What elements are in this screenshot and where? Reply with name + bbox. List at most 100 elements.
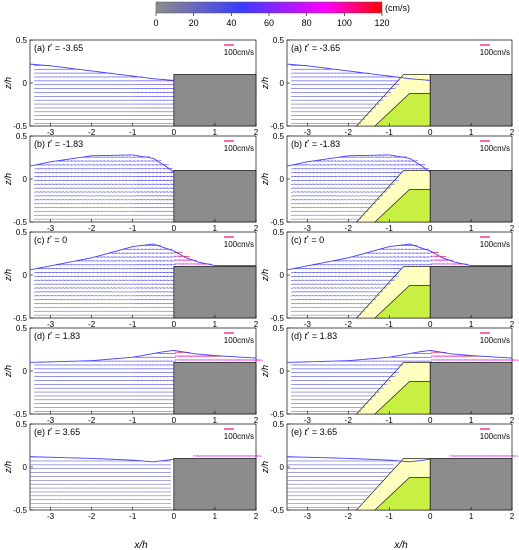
velocity-vector	[394, 168, 400, 170]
velocity-vector	[93, 283, 98, 285]
velocity-vector	[126, 295, 131, 297]
velocity-vector	[122, 291, 127, 293]
velocity-vector	[342, 264, 348, 266]
velocity-vector	[291, 271, 296, 274]
velocity-vector	[379, 191, 384, 193]
velocity-vector	[122, 271, 128, 274]
velocity-vector	[152, 260, 158, 262]
velocity-vector	[67, 302, 72, 305]
velocity-vector	[394, 275, 399, 278]
velocity-vector	[111, 164, 117, 166]
velocity-vector	[159, 210, 164, 212]
velocity-vector	[372, 299, 376, 301]
velocity-vector	[357, 199, 362, 201]
velocity-vector	[45, 275, 50, 278]
velocity-vector	[349, 206, 354, 209]
y-tick-label: 0	[23, 79, 28, 88]
velocity-vector	[96, 268, 102, 270]
velocity-vector	[56, 168, 61, 170]
velocity-vector	[379, 175, 384, 178]
velocity-vector	[368, 187, 373, 189]
velocity-vector	[316, 283, 322, 285]
velocity-vector	[163, 199, 168, 201]
velocity-vector	[335, 203, 340, 205]
velocity-vector	[167, 295, 172, 297]
velocity-vector	[156, 314, 160, 316]
velocity-vector	[130, 310, 134, 312]
velocity-vector	[130, 218, 134, 220]
velocity-vector	[148, 195, 153, 197]
velocity-vector	[45, 314, 49, 316]
velocity-vector	[159, 264, 165, 266]
velocity-vector	[309, 175, 314, 178]
velocity-vector	[145, 171, 150, 174]
velocity-vector	[331, 314, 336, 316]
velocity-vector	[56, 199, 61, 201]
velocity-vector	[100, 203, 105, 205]
chart-panel-left-a: 0.50-0.5z/h-3 -2 -1 0 1 2(a) t* = -3.65 100cm/…	[3, 36, 259, 137]
velocity-vector	[335, 195, 340, 197]
velocity-vector	[375, 187, 380, 189]
velocity-vector	[309, 172, 314, 174]
velocity-vector	[34, 179, 39, 182]
velocity-vector	[316, 287, 321, 289]
velocity-vector	[130, 164, 135, 166]
y-axis-label: z/h	[3, 269, 13, 282]
velocity-vector	[331, 302, 336, 305]
velocity-vector	[96, 302, 101, 305]
colorbar-unit: (cm/s)	[385, 3, 410, 13]
velocity-vector	[119, 295, 124, 297]
velocity-vector	[327, 195, 332, 197]
velocity-vector	[89, 283, 94, 285]
velocity-vector	[327, 291, 332, 293]
velocity-vector	[74, 306, 79, 308]
velocity-vector	[148, 168, 154, 170]
velocity-vector	[115, 206, 120, 209]
velocity-vector	[137, 302, 142, 305]
velocity-vector	[115, 287, 120, 289]
free-surface-line	[286, 63, 431, 81]
velocity-vector	[122, 172, 128, 174]
velocity-vector	[294, 206, 299, 209]
velocity-vector	[56, 314, 60, 316]
velocity-vector	[324, 206, 329, 209]
velocity-vector	[368, 264, 373, 266]
velocity-vector	[401, 168, 407, 170]
velocity-vector	[59, 191, 65, 193]
velocity-vector	[56, 275, 61, 278]
x-tick-label: -3	[304, 224, 312, 233]
x-tick-label: 0	[172, 224, 177, 233]
velocity-vector	[141, 175, 147, 178]
velocity-vector	[45, 168, 50, 170]
velocity-vector	[111, 179, 116, 182]
x-tick-label: 2	[254, 224, 259, 233]
velocity-vector	[156, 191, 161, 193]
velocity-vector	[45, 306, 49, 308]
velocity-vector	[383, 168, 388, 170]
velocity-vector	[342, 306, 347, 308]
velocity-vector	[100, 283, 105, 285]
velocity-vector	[361, 203, 365, 205]
velocity-vector	[119, 279, 124, 281]
x-tick-label: 1	[469, 128, 474, 137]
velocity-vector	[335, 291, 340, 293]
velocity-vector	[163, 175, 169, 178]
velocity-vector	[67, 218, 72, 220]
velocity-vector	[85, 302, 90, 305]
velocity-vector	[89, 275, 94, 278]
velocity-vector	[298, 295, 303, 297]
velocity-vector	[156, 302, 161, 305]
velocity-vector	[375, 256, 381, 258]
velocity-vector	[349, 260, 355, 262]
velocity-vector	[309, 287, 314, 289]
velocity-vector	[294, 168, 300, 170]
y-tick-label: 0	[280, 79, 285, 88]
velocity-vector	[48, 295, 53, 297]
velocity-vector	[93, 314, 97, 316]
velocity-vector	[163, 179, 169, 182]
velocity-vector	[34, 299, 39, 301]
velocity-vector	[89, 287, 94, 289]
panel-t-symbol: t	[48, 139, 51, 149]
velocity-vector	[41, 306, 46, 308]
velocity-vector	[335, 214, 339, 216]
